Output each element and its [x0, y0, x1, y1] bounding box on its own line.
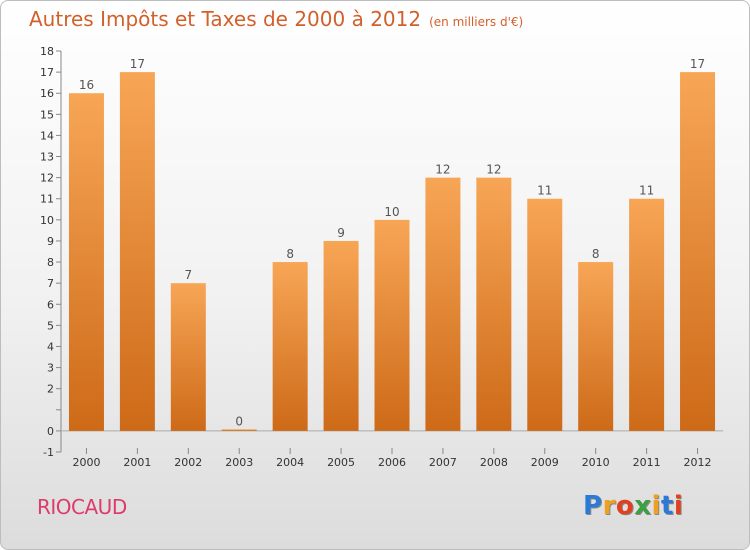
- data-label: 8: [286, 247, 294, 261]
- x-tick-label: 2000: [72, 456, 100, 469]
- bar: [374, 219, 410, 431]
- y-tick-label: 5: [47, 319, 54, 332]
- data-label: 7: [184, 268, 192, 282]
- bar: [680, 72, 716, 431]
- bars: [68, 72, 716, 431]
- y-tick-label: 11: [40, 193, 54, 206]
- logo-letter: o: [615, 491, 635, 521]
- bar: [119, 72, 155, 431]
- y-tick-label: 17: [40, 66, 54, 79]
- logo-letter: i: [651, 491, 661, 521]
- y-tick-label: 7: [47, 277, 54, 290]
- data-label: 16: [79, 78, 94, 92]
- x-tick-label: 2002: [174, 456, 202, 469]
- logo-letter: P: [583, 491, 603, 521]
- y-tick-label: 13: [40, 151, 54, 164]
- bar: [629, 198, 665, 431]
- data-label: 0: [235, 414, 243, 428]
- logo-letter: r: [602, 491, 616, 521]
- data-label: 17: [690, 57, 705, 71]
- unit-note: (en milliers d'€): [429, 15, 524, 29]
- x-tick-label: 2007: [429, 456, 457, 469]
- data-label: 11: [639, 184, 654, 198]
- y-tick-label: 12: [40, 172, 54, 185]
- y-tick-label: 6: [47, 298, 54, 311]
- x-tick-label: 2009: [531, 456, 559, 469]
- bar: [170, 283, 206, 431]
- chart-title: Autres Impôts et Taxes de 2000 à 2012: [29, 7, 422, 31]
- y-tick-label: 2: [47, 383, 54, 396]
- y-tick-label: 18: [40, 45, 54, 58]
- y-tick-label: 8: [47, 256, 54, 269]
- y-tick-label: 0: [47, 425, 54, 438]
- logo-letter: i: [673, 491, 684, 521]
- bar: [527, 198, 563, 431]
- logo-letter: t: [660, 491, 674, 521]
- y-tick-label: 10: [40, 214, 54, 227]
- bar: [578, 262, 614, 431]
- y-tick-label: 3: [47, 362, 54, 375]
- y-tick-label: 14: [40, 129, 54, 142]
- location-name: RIOCAUD: [37, 495, 127, 519]
- y-tick-label: 15: [40, 108, 54, 121]
- data-label: 12: [486, 163, 501, 177]
- y-tick-label: 9: [47, 235, 54, 248]
- bar: [425, 177, 461, 431]
- x-tick-label: 2012: [684, 456, 712, 469]
- x-tick-label: 2010: [582, 456, 610, 469]
- bar: [68, 93, 104, 431]
- x-tick-label: 2008: [480, 456, 508, 469]
- proxiti-logo: Proxiti: [583, 491, 683, 521]
- y-tick-label: 4: [47, 340, 54, 353]
- labels: 2000 16 2001 17 2002 7 2003 0 2004 8 2005 9 2006 10 20…: [72, 57, 711, 469]
- data-label: 9: [337, 226, 345, 240]
- title-row: Autres Impôts et Taxes de 2000 à 2012 (en…: [29, 7, 523, 31]
- bar: [476, 177, 512, 431]
- logo-letter: x: [634, 491, 652, 521]
- x-tick-label: 2001: [123, 456, 151, 469]
- data-label: 10: [384, 205, 399, 219]
- data-label: 12: [435, 163, 450, 177]
- bar: [272, 262, 308, 431]
- x-tick-label: 2004: [276, 456, 304, 469]
- bar: [221, 429, 257, 431]
- x-tick-label: 2003: [225, 456, 253, 469]
- x-tick-label: 2005: [327, 456, 355, 469]
- data-label: 8: [592, 247, 600, 261]
- data-label: 11: [537, 184, 552, 198]
- bar: [323, 240, 359, 431]
- y-tick-label: -1: [43, 446, 54, 459]
- data-label: 17: [130, 57, 145, 71]
- x-tick-label: 2011: [633, 456, 661, 469]
- x-tick-label: 2006: [378, 456, 406, 469]
- y-tick-label: 16: [40, 87, 54, 100]
